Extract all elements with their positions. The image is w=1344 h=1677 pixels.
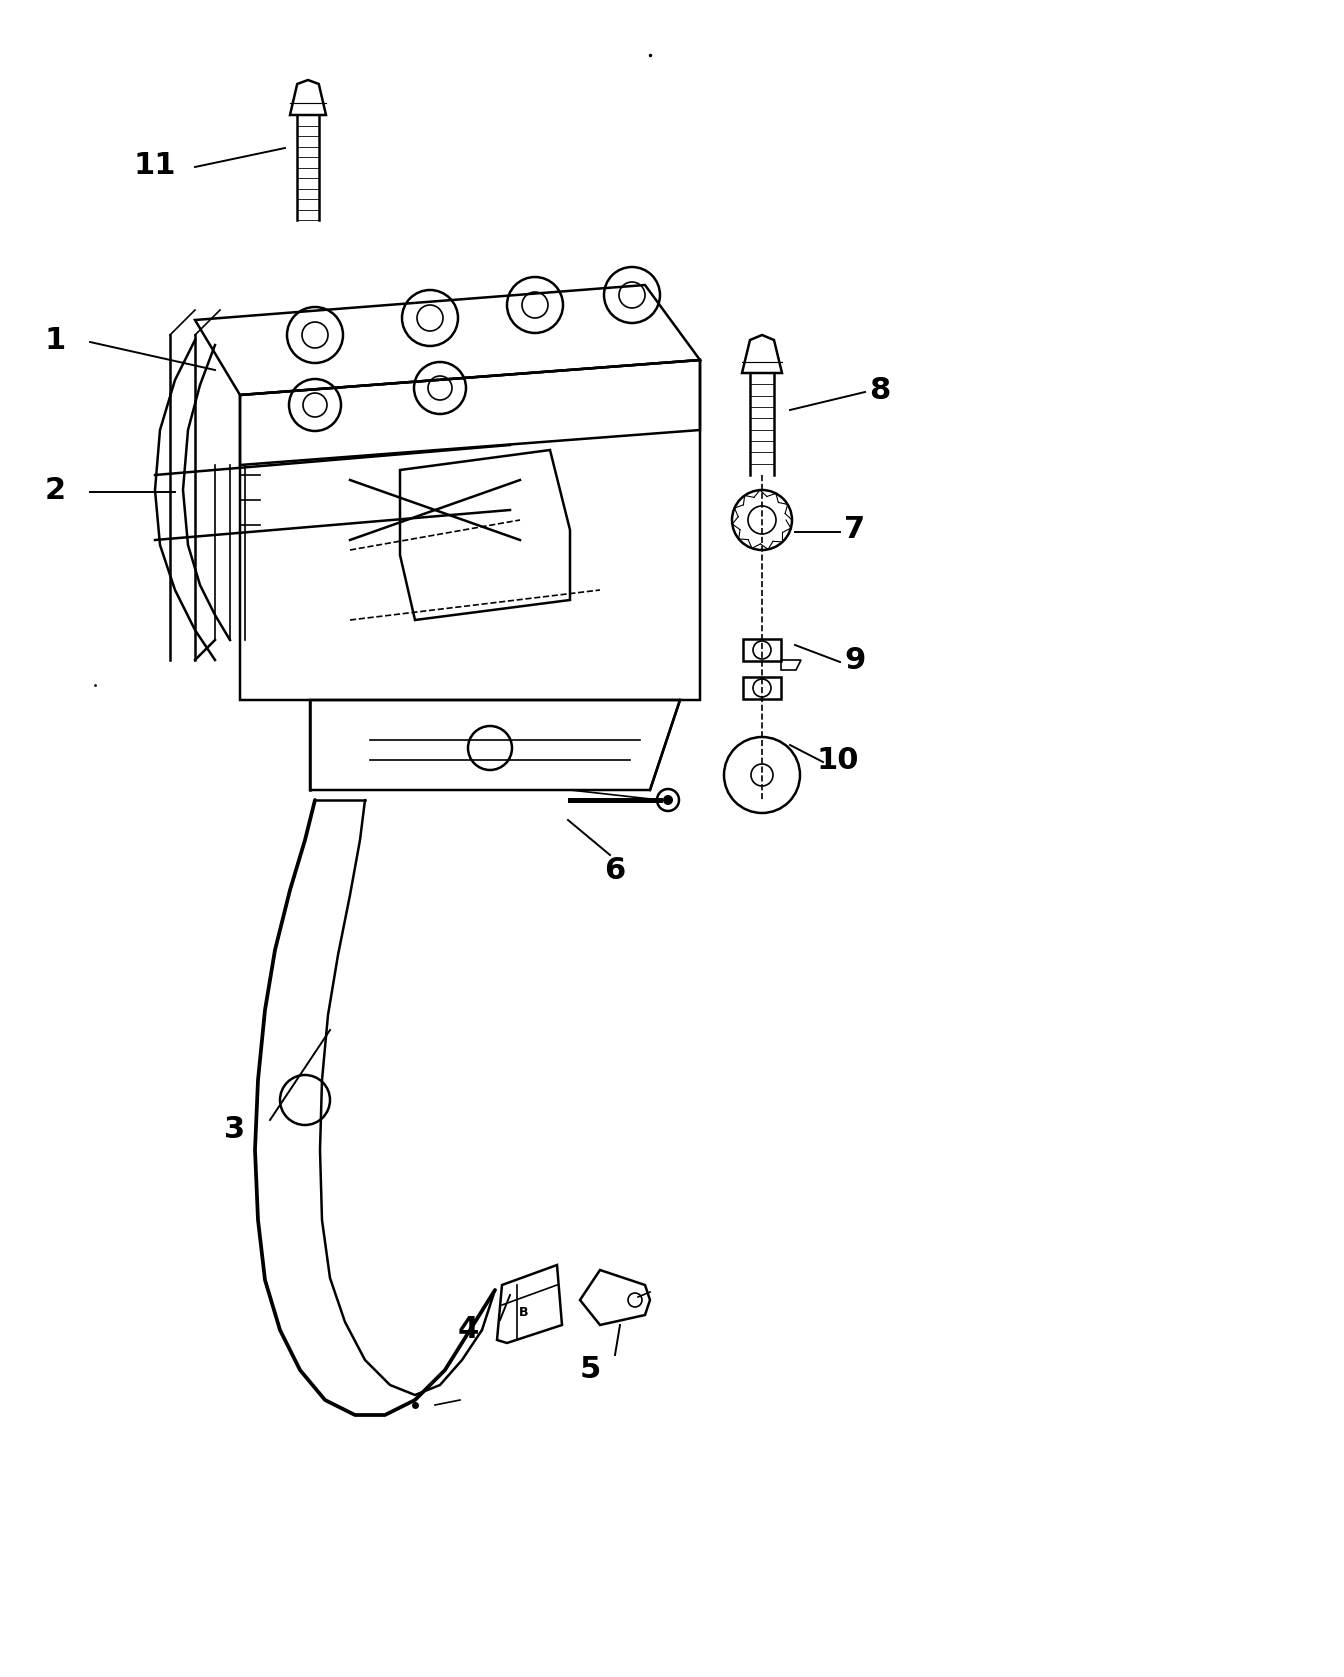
Text: 4: 4 (457, 1315, 478, 1345)
Bar (743, 678, 781, 699)
Text: 6: 6 (605, 855, 625, 884)
Text: 5: 5 (579, 1355, 601, 1385)
Text: 8: 8 (870, 376, 891, 404)
Text: 9: 9 (844, 646, 866, 674)
Text: 11: 11 (134, 151, 176, 179)
Bar (743, 639, 781, 661)
Text: 3: 3 (224, 1115, 246, 1144)
Text: 7: 7 (844, 515, 866, 545)
Circle shape (663, 795, 673, 805)
Text: B: B (519, 1306, 528, 1320)
Text: 10: 10 (817, 746, 859, 775)
Text: 1: 1 (44, 325, 66, 354)
Text: 2: 2 (44, 476, 66, 505)
